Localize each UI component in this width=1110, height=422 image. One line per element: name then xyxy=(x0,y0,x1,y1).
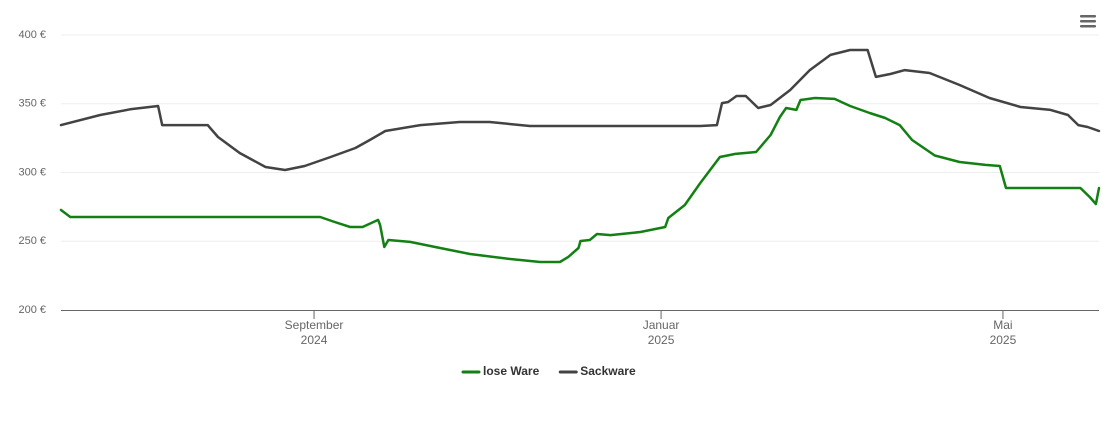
x-tick-label: Mai 2025 xyxy=(989,318,1017,347)
y-tick-label: 350 € xyxy=(18,98,46,110)
y-tick-label: 200 € xyxy=(18,304,46,316)
y-tick-label: 250 € xyxy=(18,235,46,247)
legend-item[interactable]: lose Ware xyxy=(461,364,540,378)
x-tick-label: Januar 2025 xyxy=(642,318,680,347)
x-tick-label: September 2024 xyxy=(284,318,344,347)
y-tick-label: 400 € xyxy=(18,29,46,41)
menu-bar[interactable] xyxy=(1080,15,1096,18)
legend-label[interactable]: Sackware xyxy=(580,364,636,378)
legend: lose Ware Sackware xyxy=(461,364,636,378)
legend-item[interactable]: Sackware xyxy=(558,364,636,378)
menu-icon[interactable] xyxy=(1080,15,1096,28)
menu-bar[interactable] xyxy=(1080,20,1096,23)
series-line xyxy=(59,48,1101,172)
legend-label[interactable]: lose Ware xyxy=(483,364,540,378)
y-tick-label: 300 € xyxy=(18,166,46,178)
series-line xyxy=(59,96,1101,264)
menu-bar[interactable] xyxy=(1080,25,1096,28)
